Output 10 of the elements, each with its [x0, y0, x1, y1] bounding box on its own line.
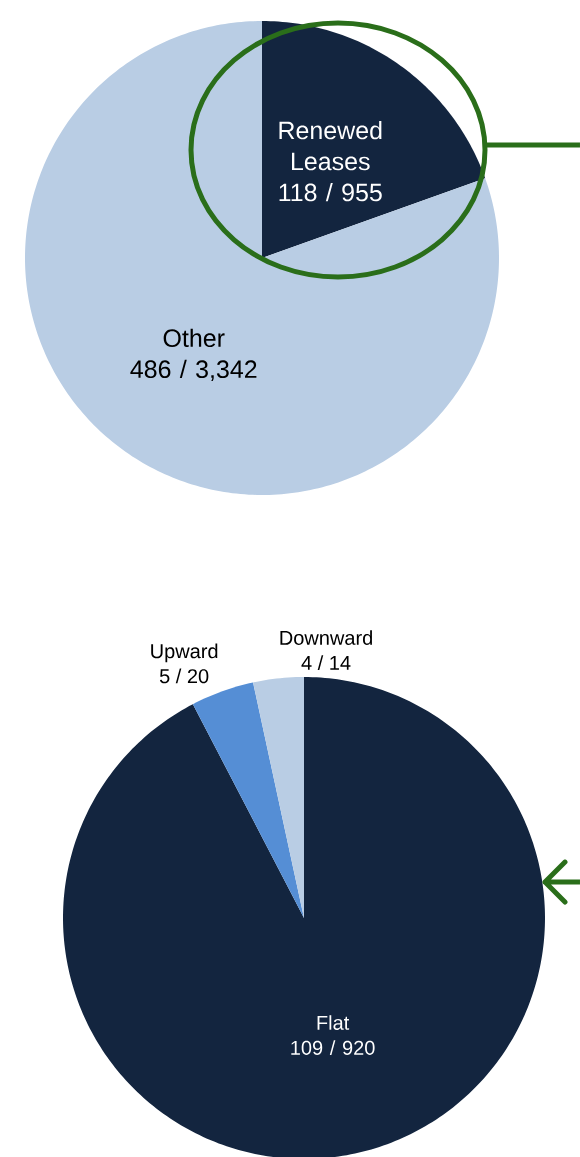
data-label: 109 / 920 [291, 1040, 375, 1055]
data-label: 4 / 14 [301, 655, 351, 670]
data-label: 5 / 20 [159, 668, 209, 684]
data-label: 118 / 955 [279, 182, 382, 202]
slice-label: Upward [151, 643, 218, 663]
data-label: 486 / 3,342 [130, 359, 257, 382]
slice-label: Renewed Leases [279, 120, 382, 171]
slice-label: Downward [280, 630, 372, 645]
slice-label: Flat [317, 1015, 350, 1030]
slice-label: Other [163, 328, 225, 348]
